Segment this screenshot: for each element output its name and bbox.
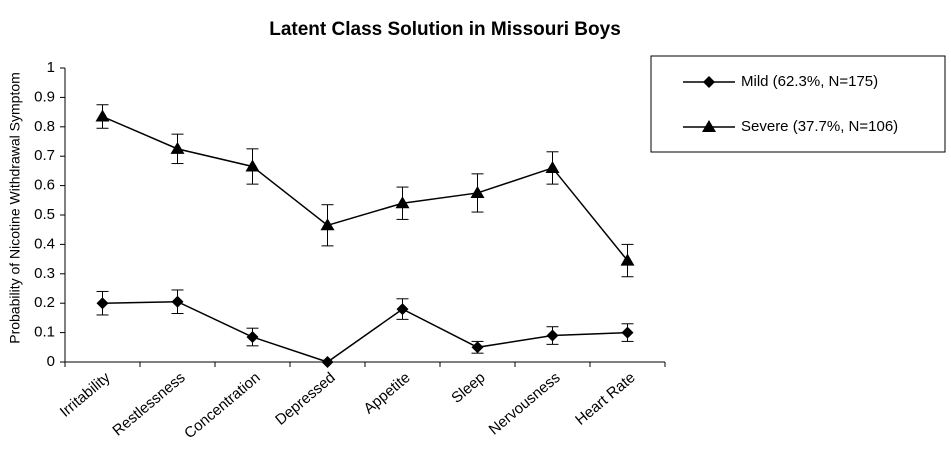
x-tick-label: Concentration (181, 369, 263, 442)
marker-triangle (95, 109, 110, 122)
y-tick-label: 0 (47, 353, 55, 370)
legend-label: Severe (37.7%, N=106) (741, 118, 898, 135)
marker-diamond (621, 326, 634, 339)
marker-diamond (546, 329, 559, 342)
marker-triangle (470, 185, 485, 198)
marker-triangle (620, 253, 635, 266)
marker-triangle (395, 196, 410, 209)
legend-box (650, 55, 946, 153)
marker-diamond (96, 297, 109, 310)
x-tick-label: Sleep (448, 369, 488, 407)
y-tick-label: 0.8 (34, 118, 55, 135)
y-tick-label: 0.2 (34, 294, 55, 311)
marker-diamond (246, 331, 259, 344)
x-tick-label: Restlessness (109, 369, 188, 439)
chart-title: Latent Class Solution in Missouri Boys (269, 19, 621, 40)
marker-diamond (471, 341, 484, 354)
marker-diamond (171, 295, 184, 308)
y-tick-label: 0.1 (34, 324, 55, 341)
y-tick-label: 0.6 (34, 177, 55, 194)
y-tick-label: 0.5 (34, 206, 55, 223)
x-tick-label: Nervousness (486, 369, 564, 438)
marker-diamond (396, 303, 409, 316)
x-tick-label: Depressed (272, 369, 339, 429)
y-tick-label: 0.9 (34, 88, 55, 105)
marker-diamond (703, 76, 715, 88)
y-tick-label: 0.7 (34, 147, 55, 164)
y-tick-label: 1 (47, 59, 55, 76)
marker-diamond (321, 356, 334, 368)
marker-triangle (320, 218, 335, 231)
marker-triangle (245, 159, 260, 172)
marker-triangle (545, 160, 560, 173)
x-tick-label: Irritability (57, 369, 114, 421)
series-line (102, 115, 629, 262)
marker-triangle (702, 120, 716, 132)
y-tick-label: 0.3 (34, 265, 55, 282)
x-tick-label: Heart Rate (572, 369, 639, 429)
y-axis-label: Probability of Nicotine Withdrawal Sympt… (7, 72, 23, 344)
marker-triangle (170, 141, 185, 154)
y-tick-label: 0.4 (34, 235, 55, 252)
series-line (102, 300, 628, 363)
x-tick-label: Appetite (361, 369, 414, 417)
legend-label: Mild (62.3%, N=175) (741, 73, 878, 90)
